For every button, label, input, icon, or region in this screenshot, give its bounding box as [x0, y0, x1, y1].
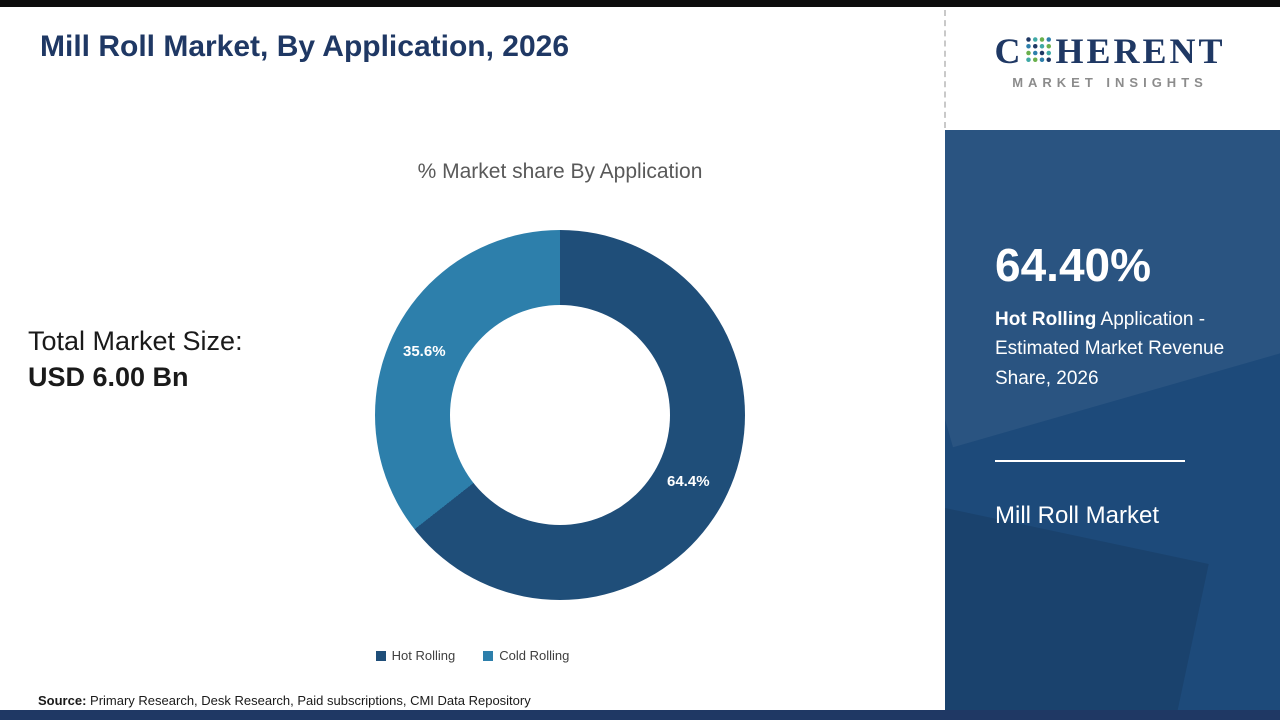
total-market-value: USD 6.00 Bn: [28, 362, 189, 392]
source-text: Primary Research, Desk Research, Paid su…: [86, 693, 531, 708]
donut-hole: [450, 305, 670, 525]
logo-subtitle: MARKET INSIGHTS: [1012, 75, 1208, 90]
panel-title: Mill Roll Market: [995, 502, 1160, 529]
logo-wordmark: C HERENT: [955, 30, 1265, 72]
page-title: Mill Roll Market, By Application, 2026: [40, 30, 570, 63]
source-note: Source: Primary Research, Desk Research,…: [38, 693, 531, 708]
slice-label-hot-rolling: 64.4%: [667, 473, 710, 490]
stat-value: 64.40%: [995, 239, 1152, 291]
legend-item-hot-rolling: Hot Rolling: [375, 648, 456, 663]
legend-label-hot-rolling: Hot Rolling: [391, 648, 456, 663]
top-border-bar: [0, 0, 1280, 7]
donut-chart: 64.4% 35.6%: [375, 230, 745, 600]
slice-label-cold-rolling: 35.6%: [403, 343, 446, 360]
company-logo: C HERENT MARKET INSIGHTS: [955, 30, 1265, 90]
legend-label-cold-rolling: Cold Rolling: [499, 648, 570, 663]
logo-dots-icon: [1026, 37, 1052, 62]
stat-description: Hot Rolling Application - Estimated Mark…: [995, 305, 1240, 393]
bottom-border-bar: [0, 710, 1280, 720]
logo-word-rest: HERENT: [1055, 31, 1226, 71]
logo-letter-c: C: [994, 31, 1024, 71]
legend-swatch-hot-rolling: [375, 650, 386, 661]
chart-title: % Market share By Application: [417, 160, 703, 183]
highlight-panel: 64.40% Hot Rolling Application - Estimat…: [945, 130, 1280, 710]
logo-area: [945, 7, 1280, 130]
logo-dashed-divider: [944, 10, 946, 128]
chart-legend: Hot Rolling Cold Rolling: [0, 648, 945, 663]
stat-description-bold: Hot Rolling: [995, 309, 1097, 330]
legend-swatch-cold-rolling: [483, 650, 494, 661]
stat-description-rest: Application - Estimated Market Revenue S…: [995, 309, 1225, 389]
legend-item-cold-rolling: Cold Rolling: [483, 648, 569, 663]
panel-divider-line: [995, 460, 1185, 462]
total-market-label: Total Market Size:: [28, 326, 243, 356]
source-label: Source:: [38, 693, 87, 708]
